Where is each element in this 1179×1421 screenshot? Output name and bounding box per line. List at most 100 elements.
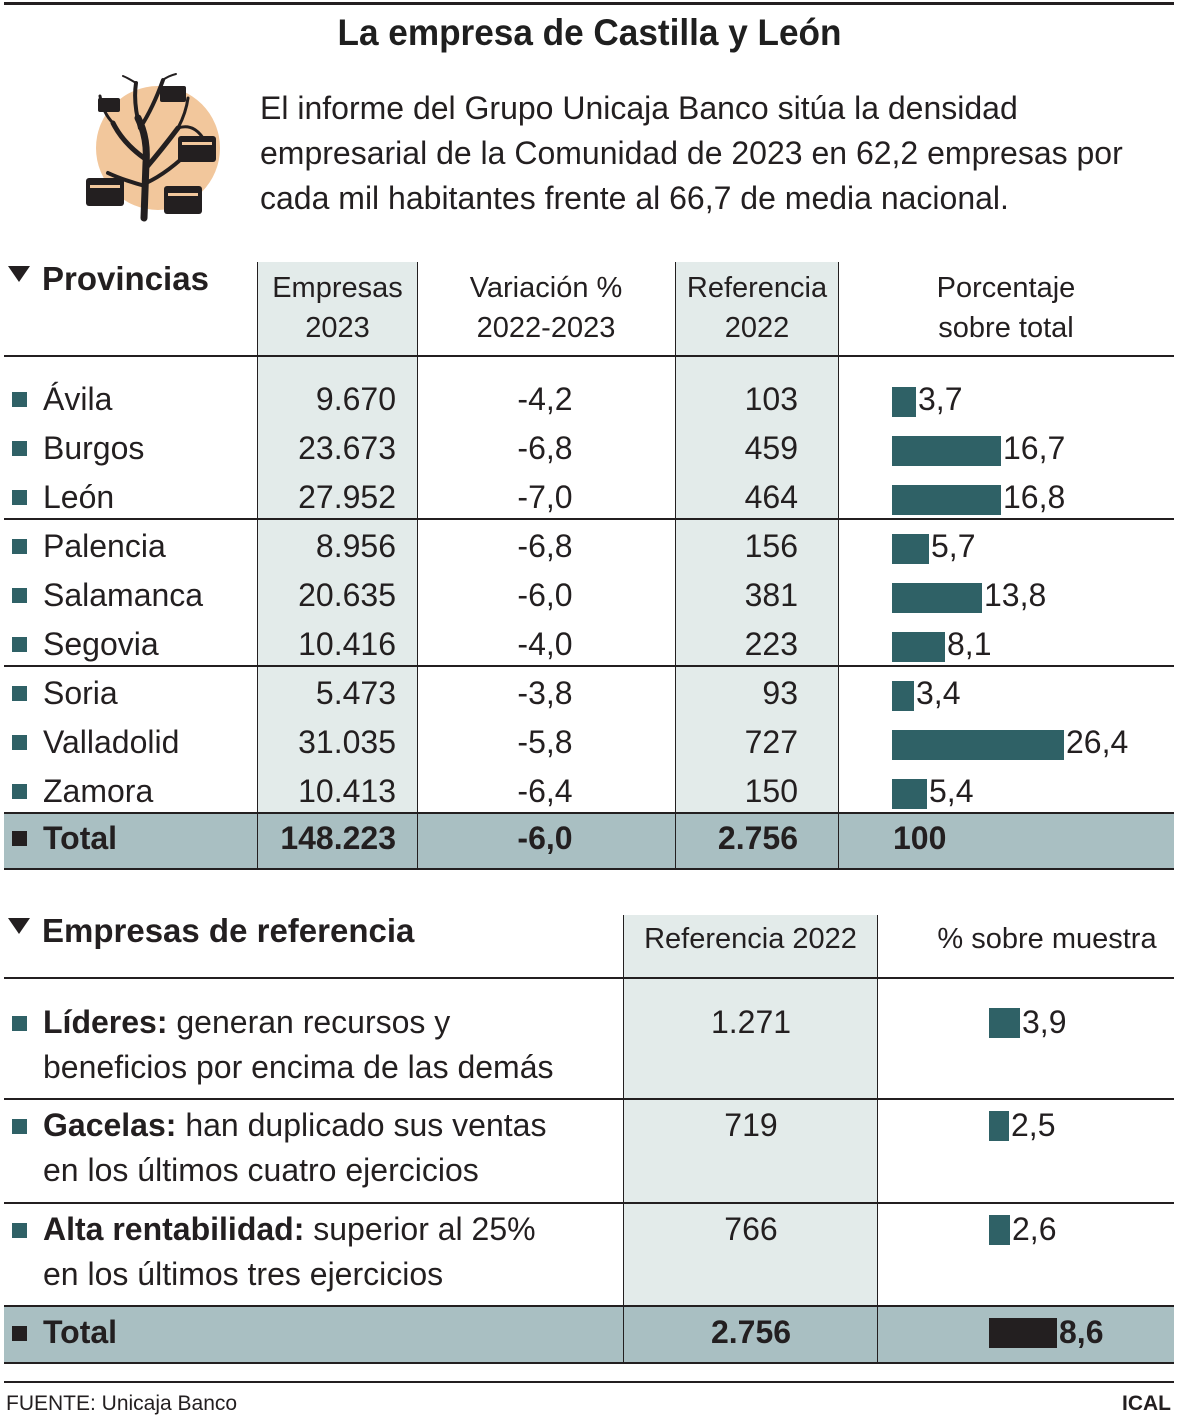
referencia-heading: Empresas de referencia — [8, 912, 414, 950]
total-label: Total — [43, 1314, 118, 1350]
porcentaje-value: 26,4 — [1066, 724, 1129, 760]
source-note: FUENTE: Unicaja Banco — [6, 1392, 238, 1415]
referencia-value: 766 — [724, 1211, 778, 1247]
muestra-value: 2,5 — [1011, 1107, 1056, 1143]
porcentaje-bar — [892, 632, 945, 662]
total-porcentaje: 100 — [893, 820, 947, 856]
referencia-total-row: Total 2.756 8,6 — [0, 1310, 1179, 1358]
referencia-description: Alta rentabilidad: superior al 25% en los… — [43, 1207, 613, 1297]
intro-text: El informe del Grupo Unicaja Banco sitúa… — [260, 90, 1123, 216]
table-bottom-rule — [4, 868, 1174, 870]
referencia-value: 719 — [724, 1107, 778, 1143]
agency-credit: ICAL — [1122, 1392, 1171, 1415]
total-referencia: 2.756 — [717, 820, 798, 856]
table-bottom-rule — [4, 1362, 1174, 1364]
total-label: Total — [43, 820, 118, 856]
referencia-description: Líderes: generan recursos y beneficios po… — [43, 1000, 613, 1090]
bullet-icon — [12, 686, 27, 701]
empresas-value: 31.035 — [298, 724, 396, 760]
variacion-value: -6,4 — [517, 773, 573, 809]
total-variacion: -6,0 — [517, 820, 573, 856]
province-name: Ávila — [43, 381, 113, 417]
bullet-icon — [12, 441, 27, 456]
col-header-referencia: Referencia 2022 — [686, 272, 828, 344]
porcentaje-bar — [892, 730, 1064, 760]
bullet-icon — [12, 490, 27, 505]
referencia-value: 223 — [744, 626, 798, 662]
province-name: Palencia — [43, 528, 166, 564]
referencia-value: 1.271 — [710, 1004, 792, 1040]
referencia-value: 381 — [744, 577, 798, 613]
referencia2022-column-shade — [624, 915, 877, 1305]
top-rule — [4, 2, 1174, 5]
empresas-value: 8.956 — [315, 528, 396, 564]
col-divider — [623, 915, 624, 1362]
referencia-value: 727 — [744, 724, 798, 760]
col-divider — [877, 915, 878, 1362]
variacion-value: -7,0 — [517, 479, 573, 515]
table-row: Salamanca 20.635 -6,0 381 13,8 — [0, 571, 1179, 620]
triangle-down-icon — [8, 266, 30, 282]
total-referencia: 2.756 — [710, 1314, 792, 1350]
bullet-icon — [12, 735, 27, 750]
province-name: Zamora — [43, 773, 154, 809]
porcentaje-value: 13,8 — [984, 577, 1047, 613]
provincias-total-band — [4, 813, 1174, 869]
table-row: Líderes: generan recursos y beneficios po… — [0, 1000, 1179, 1092]
referencia-value: 103 — [744, 381, 798, 417]
table-row: Palencia 8.956 -6,8 156 5,7 — [0, 522, 1179, 571]
empresas-value: 5.473 — [315, 675, 396, 711]
empresas-value: 27.952 — [298, 479, 396, 515]
referencia-value: 464 — [744, 479, 798, 515]
bullet-icon — [12, 637, 27, 652]
bullet-icon — [12, 392, 27, 407]
triangle-down-icon — [8, 918, 30, 934]
table-row: Gacelas: han duplicado sus ventas en los … — [0, 1103, 1179, 1195]
table-row: Zamora 10.413 -6,4 150 5,4 — [0, 767, 1179, 816]
bullet-icon — [12, 1119, 27, 1134]
empresas-value: 10.416 — [298, 626, 396, 662]
muestra-value: 3,9 — [1022, 1004, 1067, 1040]
col-header-sobre-muestra: % sobre muestra — [937, 923, 1157, 955]
empresas-value: 23.673 — [298, 430, 396, 466]
col-divider — [417, 262, 418, 869]
group-rule — [4, 665, 1174, 667]
category-label: Líderes: — [43, 1004, 168, 1040]
footer-rule — [4, 1381, 1174, 1383]
category-desc-line2: en los últimos tres ejercicios — [43, 1256, 444, 1292]
total-bar — [989, 1318, 1057, 1348]
referencia-total-band — [4, 1306, 1174, 1362]
col-divider — [838, 262, 839, 869]
bullet-icon — [12, 1016, 27, 1031]
bullet-icon — [12, 784, 27, 799]
empresas-value: 10.413 — [298, 773, 396, 809]
muestra-bar — [989, 1008, 1020, 1038]
provincias-heading-label: Provincias — [42, 260, 209, 297]
table-row: Valladolid 31.035 -5,8 727 26,4 — [0, 718, 1179, 767]
porcentaje-bar — [892, 681, 914, 711]
porcentaje-value: 16,7 — [1003, 430, 1066, 466]
bullet-icon — [12, 831, 27, 846]
header-rule — [4, 355, 1174, 357]
row-rule — [4, 1305, 1174, 1307]
empresas-value: 20.635 — [298, 577, 396, 613]
total-porcentaje: 8,6 — [1059, 1314, 1104, 1350]
bullet-icon — [12, 539, 27, 554]
porcentaje-bar — [892, 534, 929, 564]
variacion-value: -3,8 — [517, 675, 573, 711]
category-label: Alta rentabilidad: — [43, 1211, 305, 1247]
table-row: Soria 5.473 -3,8 93 3,4 — [0, 669, 1179, 718]
variacion-value: -6,8 — [517, 430, 573, 466]
category-desc-line1: han duplicado sus ventas — [185, 1107, 547, 1143]
category-desc-line2: en los últimos cuatro ejercicios — [43, 1152, 479, 1188]
porcentaje-value: 5,7 — [931, 528, 976, 564]
porcentaje-bar — [892, 583, 982, 613]
row-rule — [4, 1202, 1174, 1204]
category-desc-line1: generan recursos y — [176, 1004, 451, 1040]
col-header-referencia2022: Referencia 2022 — [644, 923, 857, 955]
porcentaje-bar — [892, 436, 1001, 466]
porcentaje-value: 5,4 — [929, 773, 974, 809]
muestra-bar — [989, 1111, 1009, 1141]
tree-with-briefcases-icon — [78, 68, 228, 223]
porcentaje-value: 8,1 — [947, 626, 992, 662]
